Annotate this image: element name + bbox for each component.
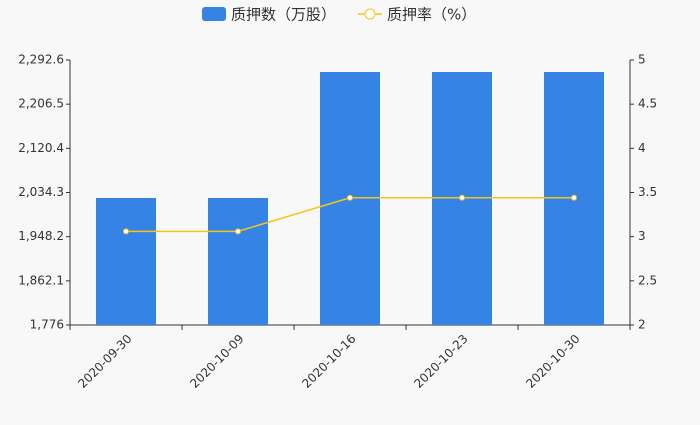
y2-tick-label: 3	[638, 229, 646, 243]
line-point	[459, 194, 465, 201]
x-tick-label: 2020-10-30	[523, 332, 582, 391]
legend-label: 质押数（万股）	[231, 6, 336, 24]
line-point	[235, 228, 241, 235]
line-point	[123, 228, 129, 235]
x-tick-label: 2020-10-23	[411, 332, 470, 391]
y2-tick-label: 2.5	[638, 273, 657, 287]
y2-tick-label: 4.5	[638, 97, 657, 111]
y-tick-label: 1,948.2	[18, 229, 64, 243]
line-point	[347, 194, 353, 201]
y2-tick-label: 5	[638, 53, 646, 67]
legend-swatch	[202, 7, 226, 21]
y2-tick-label: 2	[638, 318, 646, 332]
legend-label: 质押率（%）	[387, 6, 476, 24]
y-tick-label: 2,120.4	[18, 141, 64, 155]
legend-swatch	[364, 8, 376, 20]
y-tick-label: 2,292.6	[18, 53, 64, 67]
x-tick-label: 2020-09-30	[75, 332, 134, 391]
line-point	[571, 194, 577, 201]
y-tick-label: 2,034.3	[18, 185, 64, 199]
x-tick-label: 2020-10-16	[299, 332, 358, 391]
bar	[208, 197, 268, 325]
y2-tick-label: 4	[638, 141, 646, 155]
x-tick-label: 2020-10-09	[187, 332, 246, 391]
y2-tick-label: 3.5	[638, 185, 657, 199]
bar	[96, 197, 156, 325]
y-tick-label: 1,862.1	[18, 273, 64, 287]
y-tick-label: 1,776	[30, 318, 64, 332]
y-tick-label: 2,206.5	[18, 97, 64, 111]
